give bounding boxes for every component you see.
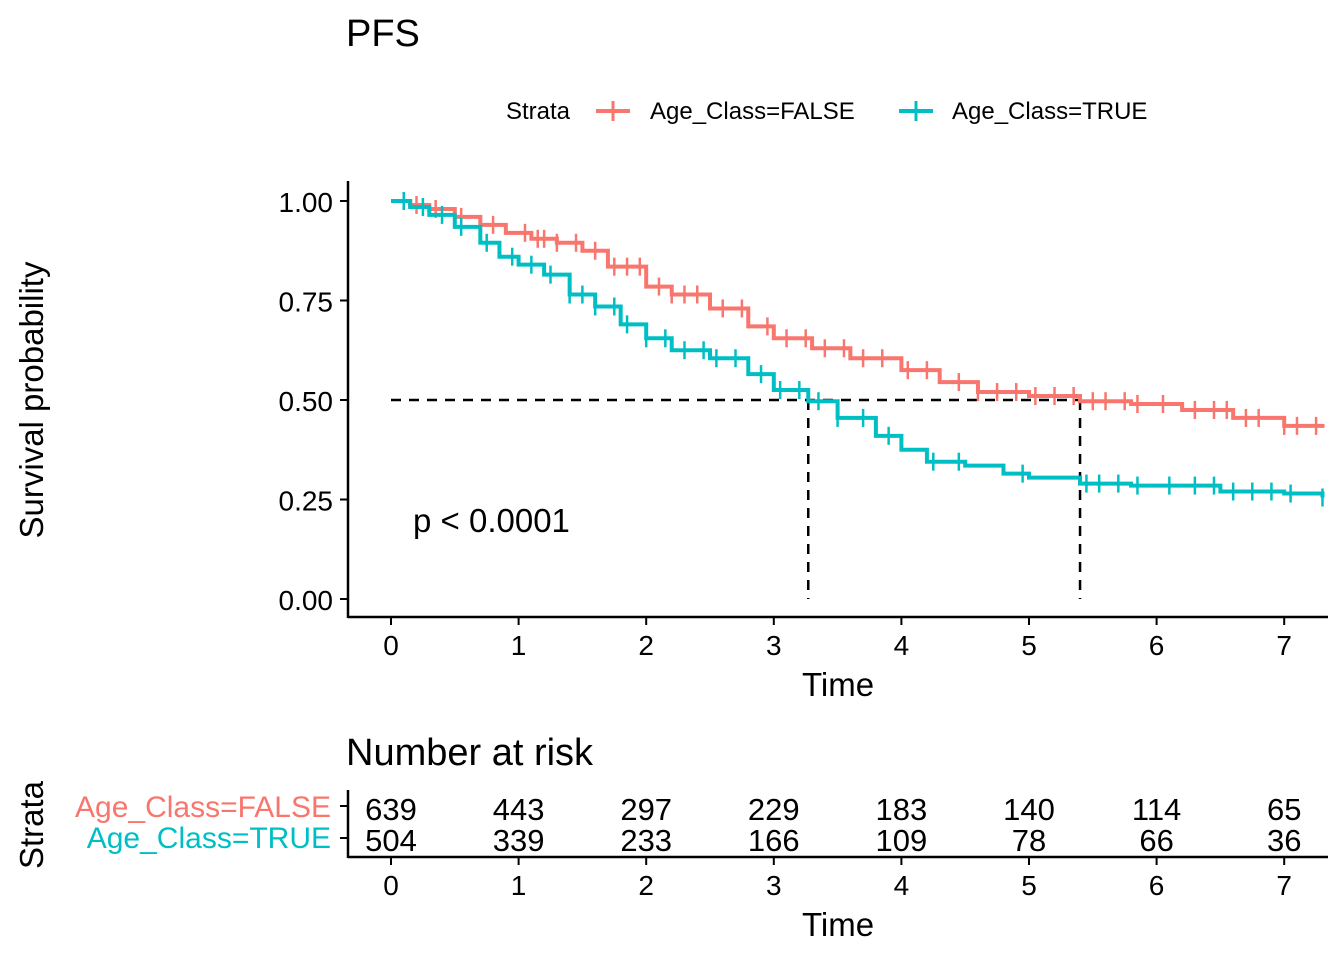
survival-curve [391, 199, 1325, 498]
risk-value: 109 [876, 823, 928, 858]
risk-value: 36 [1267, 823, 1301, 858]
series-false [391, 195, 1325, 435]
x-tick-label: 4 [894, 630, 910, 661]
x-tick-label: 7 [1276, 870, 1292, 901]
legend-key-false [596, 101, 630, 121]
risk-value: 140 [1003, 792, 1055, 827]
legend-label-false: Age_Class=FALSE [650, 98, 855, 125]
risk-value: 639 [365, 792, 417, 827]
series-true [391, 192, 1325, 507]
x-tick-label: 5 [1021, 630, 1037, 661]
x-tick-label: 6 [1149, 870, 1165, 901]
legend-label-true: Age_Class=TRUE [952, 98, 1147, 125]
risk-value: 78 [1012, 823, 1046, 858]
risk-value: 65 [1267, 792, 1301, 827]
risk-value: 504 [365, 823, 417, 858]
x-ticks: 0 1 2 3 4 5 6 7 [383, 617, 1292, 661]
y-tick-label: 0.50 [279, 386, 334, 417]
risk-value: 183 [876, 792, 928, 827]
risk-x-ticks: 0 1 2 3 4 5 6 7 [383, 857, 1292, 901]
median-lines [391, 398, 1082, 599]
legend-key-true [899, 101, 933, 121]
survival-curves [391, 192, 1325, 507]
x-tick-label: 5 [1021, 870, 1037, 901]
x-tick-label: 3 [766, 870, 782, 901]
legend: Strata Age_Class=FALSE Age_Class=TRUE [506, 98, 1147, 125]
risk-value: 297 [620, 792, 672, 827]
x-tick-label: 3 [766, 630, 782, 661]
y-tick-label: 0.75 [279, 287, 334, 318]
y-tick-label: 0.00 [279, 585, 334, 616]
risk-x-axis-label: Time [802, 906, 874, 943]
x-tick-label: 4 [894, 870, 910, 901]
y-axis-label: Survival probability [13, 261, 50, 538]
x-tick-label: 6 [1149, 630, 1165, 661]
risk-value: 66 [1139, 823, 1173, 858]
survival-curve [391, 199, 1325, 428]
x-tick-label: 2 [638, 870, 654, 901]
chart-title: PFS [346, 13, 420, 55]
risk-table-y-label: Strata [13, 780, 50, 869]
x-tick-label: 1 [511, 870, 527, 901]
risk-row-label-false: Age_Class=FALSE [75, 791, 331, 824]
y-tick-label: 0.25 [279, 486, 334, 517]
risk-value: 233 [620, 823, 672, 858]
risk-values: 639 443 297 229 183 140 114 65 504 339 233 166 109 78… [365, 792, 1301, 858]
x-tick-label: 0 [383, 630, 399, 661]
x-tick-label: 2 [638, 630, 654, 661]
risk-value: 339 [493, 823, 545, 858]
risk-table-title: Number at risk [346, 732, 594, 774]
risk-value: 229 [748, 792, 800, 827]
x-axis-label: Time [802, 666, 874, 703]
y-ticks: 0.00 0.25 0.50 0.75 1.00 [279, 187, 348, 616]
risk-value: 114 [1132, 792, 1181, 827]
x-tick-label: 0 [383, 870, 399, 901]
x-tick-label: 1 [511, 630, 527, 661]
x-tick-label: 7 [1276, 630, 1292, 661]
p-value-annotation: p < 0.0001 [413, 502, 570, 539]
y-tick-label: 1.00 [279, 187, 334, 218]
risk-axes [340, 790, 1328, 859]
risk-value: 166 [748, 823, 800, 858]
legend-title: Strata [506, 98, 571, 125]
risk-row-label-true: Age_Class=TRUE [87, 822, 331, 855]
risk-value: 443 [493, 792, 545, 827]
